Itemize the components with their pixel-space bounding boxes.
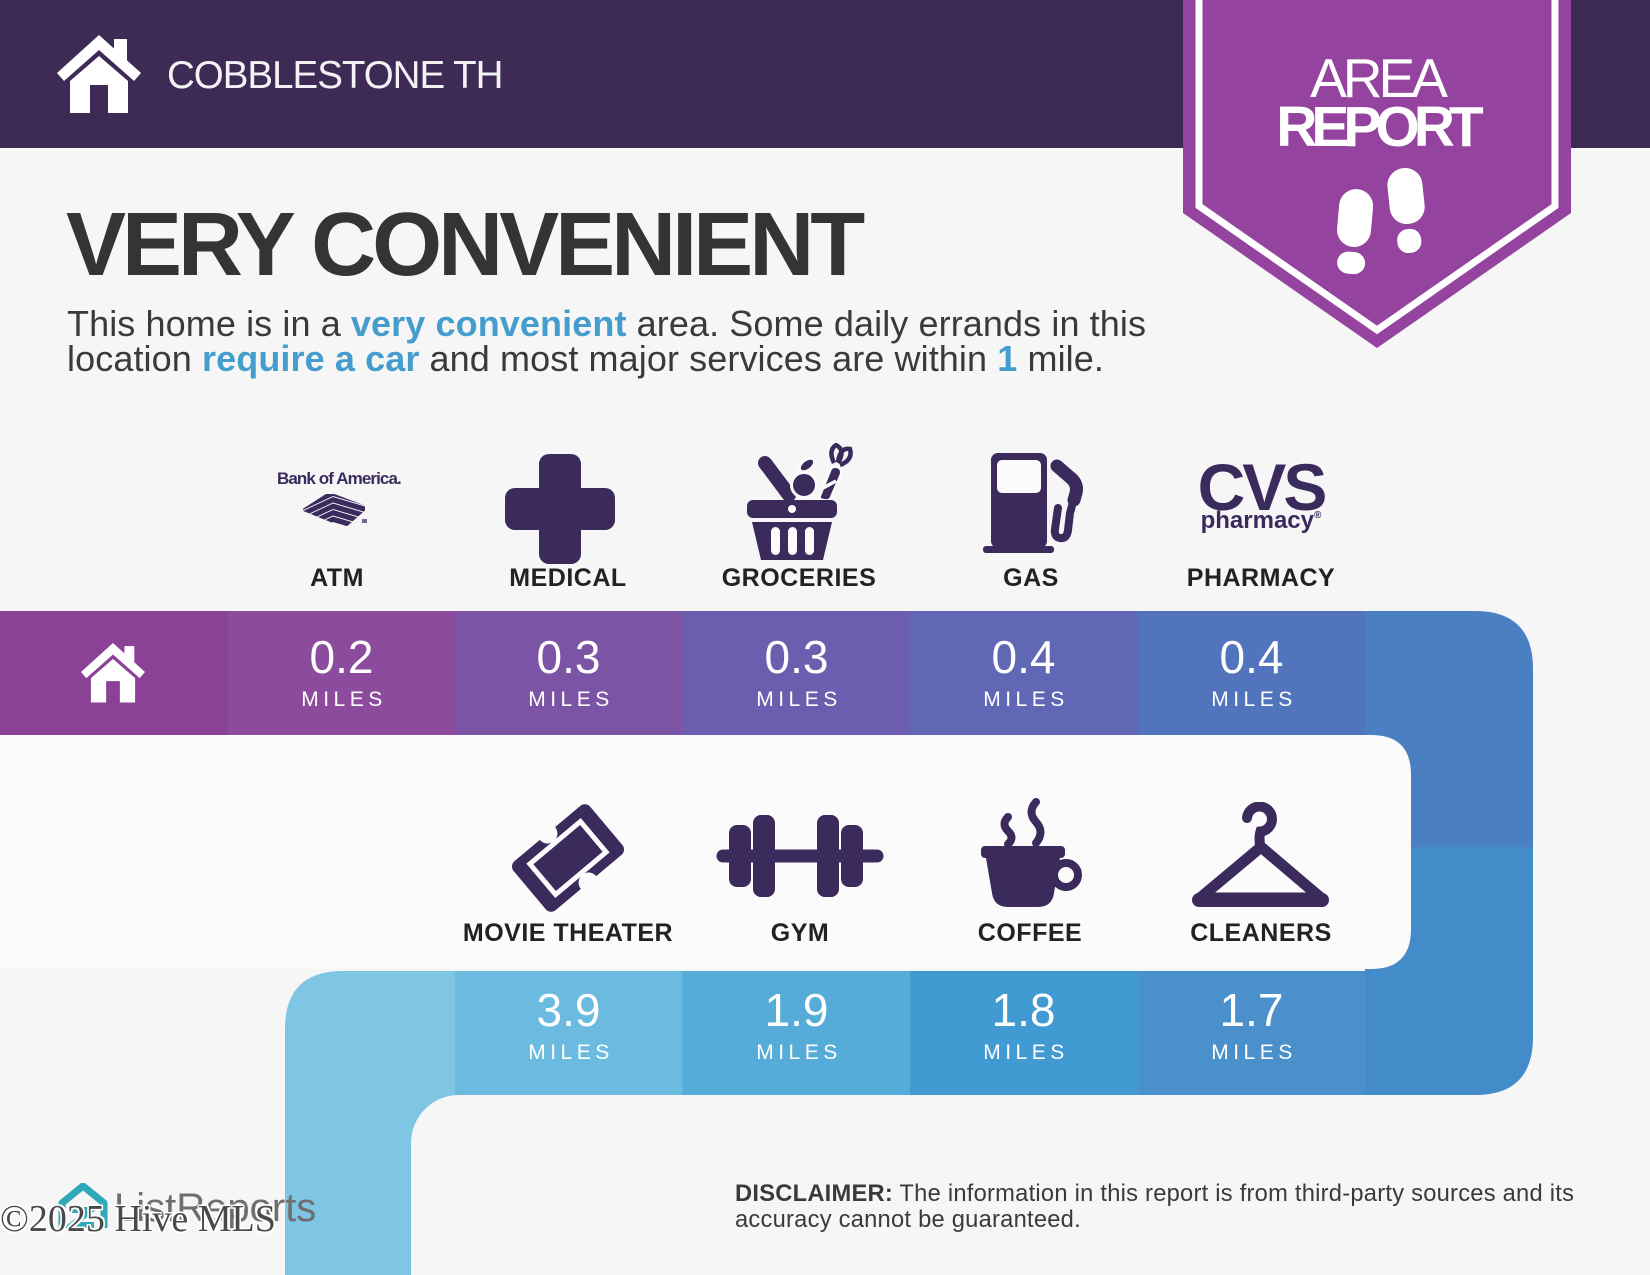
svg-text:REPORT: REPORT bbox=[1276, 95, 1484, 159]
svg-text:AREA: AREA bbox=[1310, 47, 1448, 109]
